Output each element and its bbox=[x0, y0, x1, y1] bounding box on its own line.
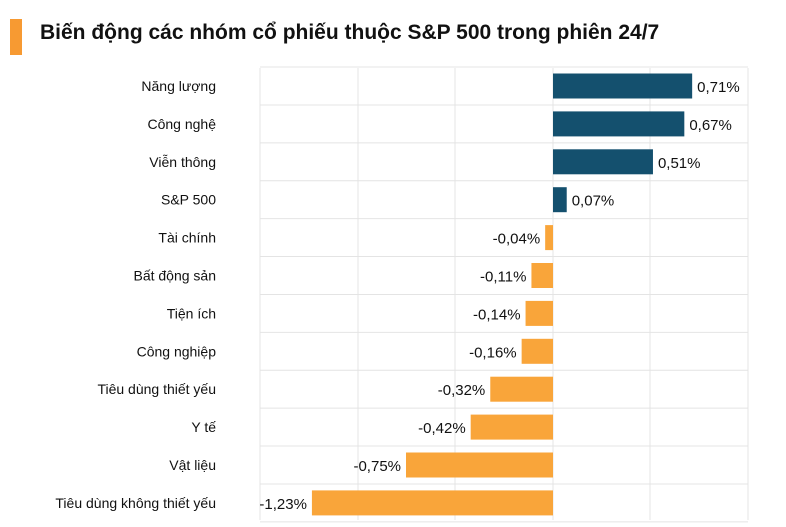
category-label: Bất động sản bbox=[133, 268, 216, 284]
bar bbox=[311, 490, 553, 516]
category-label: Công nghiệp bbox=[137, 343, 217, 359]
bar bbox=[406, 452, 553, 478]
data-label: -0,14% bbox=[473, 306, 521, 323]
category-label: Tiêu dùng không thiết yếu bbox=[55, 495, 216, 511]
bar bbox=[531, 263, 553, 288]
category-label: Viễn thông bbox=[149, 154, 216, 170]
bar bbox=[553, 111, 685, 137]
category-label: Vật liệu bbox=[169, 457, 216, 473]
data-label: 0,07% bbox=[572, 193, 615, 210]
bar bbox=[490, 376, 553, 402]
data-label: 0,67% bbox=[689, 117, 732, 134]
title-accent-bar bbox=[10, 19, 22, 55]
category-label: S&P 500 bbox=[161, 192, 216, 208]
bar bbox=[525, 300, 553, 326]
data-label: -0,16% bbox=[469, 344, 517, 361]
data-label: 0,71% bbox=[697, 79, 740, 96]
data-label: -0,75% bbox=[353, 458, 401, 475]
category-label: Năng lượng bbox=[141, 78, 216, 94]
grid-lines bbox=[259, 66, 749, 523]
bar bbox=[553, 187, 567, 213]
data-label: -1,23% bbox=[259, 496, 307, 513]
data-label: -0,11% bbox=[480, 269, 526, 286]
bar bbox=[545, 225, 553, 251]
category-label: Tiêu dùng thiết yếu bbox=[97, 381, 216, 397]
bar bbox=[553, 149, 653, 175]
category-label: Công nghệ bbox=[147, 116, 216, 132]
labels: Năng lượng 0,71% Công nghệ 0,67% Viễn thông 0… bbox=[55, 78, 739, 513]
chart-title: Biến động các nhóm cổ phiếu thuộc S&P 50… bbox=[40, 21, 660, 44]
bars bbox=[311, 73, 693, 516]
category-label: Tài chính bbox=[158, 230, 216, 246]
bar bbox=[521, 338, 553, 364]
data-label: -0,32% bbox=[438, 382, 486, 399]
data-label: -0,42% bbox=[418, 420, 466, 437]
data-label: 0,51% bbox=[658, 155, 701, 172]
data-label: -0,04% bbox=[493, 231, 541, 248]
bar bbox=[553, 73, 693, 99]
bar bbox=[470, 414, 553, 440]
category-label: Y tế bbox=[191, 419, 216, 435]
category-label: Tiện ích bbox=[167, 305, 216, 321]
